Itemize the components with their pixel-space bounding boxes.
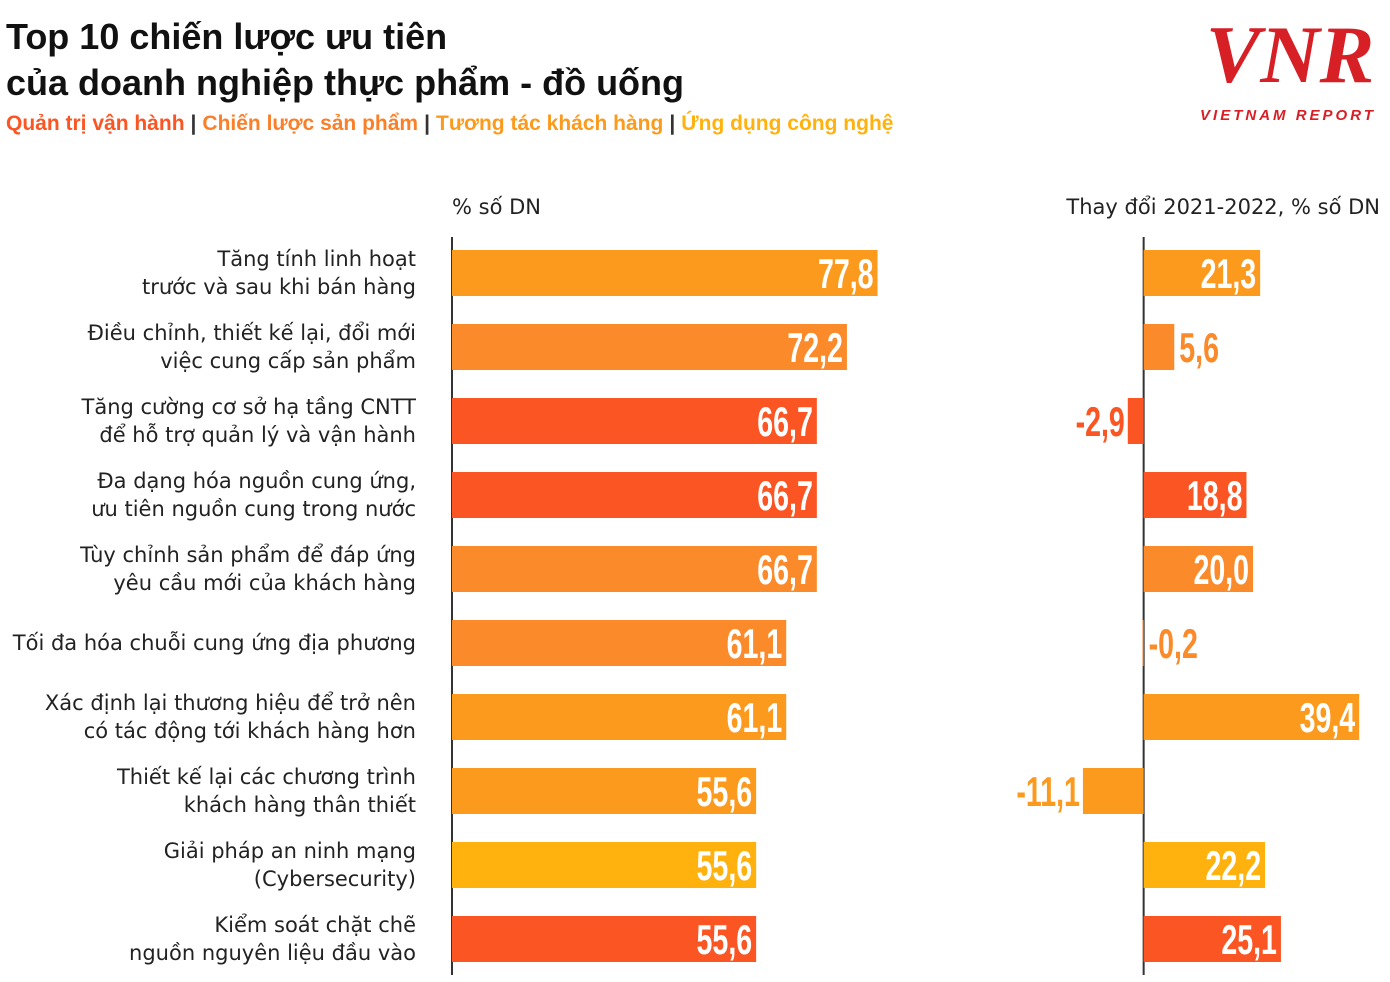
value-label: 5,6: [1179, 323, 1219, 371]
value-label: 55,6: [697, 841, 753, 889]
legend-item: Tương tác khách hàng: [436, 112, 664, 135]
value-label: 21,3: [1201, 249, 1257, 297]
value-label-group: -2,9: [1076, 397, 1125, 445]
bar: [1082, 768, 1144, 814]
bar: [452, 546, 817, 592]
legend-separator: |: [669, 112, 676, 135]
value-label-group: 61,1: [727, 693, 783, 741]
value-label-group: 21,3: [1201, 249, 1257, 297]
legend-item: Ứng dụng công nghệ: [681, 112, 894, 135]
value-label-group: 22,2: [1205, 841, 1261, 889]
bar: [1127, 398, 1144, 444]
value-label: 66,7: [757, 471, 813, 519]
bar: [452, 398, 817, 444]
value-label-group: 55,6: [697, 915, 753, 963]
bar: [452, 768, 757, 814]
category-label: Tăng tính linh hoạt trước và sau khi bán …: [142, 247, 416, 299]
category-label: Tăng cường cơ sở hạ tầng CNTT để hỗ trợ q…: [81, 395, 417, 447]
value-label: -0,2: [1149, 619, 1198, 667]
bar: [452, 472, 817, 518]
value-label-group: 66,7: [757, 545, 813, 593]
bar: [452, 324, 847, 370]
header: Top 10 chiến lược ưu tiên của doanh nghi…: [6, 14, 899, 136]
value-label: 66,7: [757, 397, 813, 445]
category-label: Kiểm soát chặt chẽ nguồn nguyên liệu đầu …: [129, 913, 416, 965]
bar: [452, 842, 757, 888]
bar: [452, 250, 878, 296]
value-label-group: -11,1: [1016, 767, 1080, 815]
value-label: 55,6: [697, 767, 753, 815]
category-label: Thiết kế lại các chương trình khách hàng …: [116, 765, 416, 817]
bar: [1143, 694, 1360, 740]
bar: [1143, 324, 1175, 370]
bar: [1143, 916, 1281, 962]
value-label: 22,2: [1205, 841, 1261, 889]
bar: [452, 694, 787, 740]
category-label: Giải pháp an ninh mạng (Cybersecurity): [164, 839, 416, 891]
value-label: -2,9: [1076, 397, 1125, 445]
value-label-group: 39,4: [1300, 693, 1356, 741]
logo: VNR: [1206, 9, 1375, 100]
value-label: 61,1: [727, 619, 783, 667]
category-label: Đa dạng hóa nguồn cung ứng, ưu tiên nguồn…: [91, 469, 416, 521]
value-label: 66,7: [757, 545, 813, 593]
value-label-group: 72,2: [787, 323, 843, 371]
bar: [452, 620, 787, 666]
bar: [1143, 472, 1247, 518]
value-label: 25,1: [1221, 915, 1277, 963]
value-label: 72,2: [787, 323, 843, 371]
axis-label: % số DN: [452, 195, 541, 219]
legend-item: Quản trị vận hành: [6, 112, 185, 135]
value-label-group: 77,8: [818, 249, 874, 297]
bar: [1143, 546, 1254, 592]
category-label: Tối đa hóa chuỗi cung ứng địa phương: [12, 630, 416, 655]
axis-label: Thay đổi 2021-2022, % số DN: [1065, 195, 1380, 219]
value-label-group: 18,8: [1187, 471, 1243, 519]
legend-separator: |: [190, 112, 197, 135]
title: Top 10 chiến lược ưu tiên: [6, 16, 448, 57]
value-label-group: 25,1: [1221, 915, 1277, 963]
bar: [1143, 250, 1261, 296]
value-label: 20,0: [1193, 545, 1249, 593]
category-label: Tùy chỉnh sản phẩm để đáp ứng yêu cầu mới…: [79, 543, 416, 595]
value-label-group: 55,6: [697, 841, 753, 889]
value-label-group: -0,2: [1149, 619, 1198, 667]
value-label-group: 20,0: [1193, 545, 1249, 593]
category-label: Điều chỉnh, thiết kế lại, đổi mới việc cu…: [88, 321, 416, 373]
value-label: 61,1: [727, 693, 783, 741]
legend: Quản trị vận hành | Chiến lược sản phẩm | Tư…: [6, 112, 899, 136]
value-label-group: 61,1: [727, 619, 783, 667]
value-label: 18,8: [1187, 471, 1243, 519]
legend-item: Chiến lược sản phẩm: [202, 112, 419, 135]
value-label-group: 66,7: [757, 471, 813, 519]
value-label: 77,8: [818, 249, 874, 297]
logo-subtitle: VIETNAM REPORT: [1200, 107, 1376, 124]
value-label-group: 55,6: [697, 767, 753, 815]
value-label: 39,4: [1300, 693, 1356, 741]
value-label: -11,1: [1016, 767, 1080, 815]
value-label-group: 66,7: [757, 397, 813, 445]
title: của doanh nghiệp thực phẩm - đồ uống: [6, 62, 685, 103]
bar: [1143, 842, 1266, 888]
bar: [452, 916, 757, 962]
bar: [1142, 620, 1144, 666]
category-label: Xác định lại thương hiệu để trở nên có tá…: [45, 691, 416, 743]
legend-separator: |: [424, 112, 430, 135]
value-label-group: 5,6: [1179, 323, 1219, 371]
value-label: 55,6: [697, 915, 753, 963]
